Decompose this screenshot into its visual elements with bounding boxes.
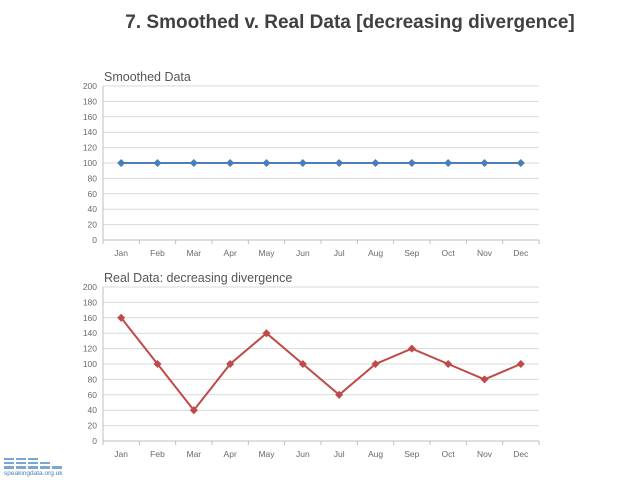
- data-point: [444, 359, 453, 369]
- x-tick-label: Dec: [513, 248, 529, 258]
- data-point: [117, 313, 126, 322]
- y-tick-label: 100: [83, 359, 97, 369]
- data-point: [189, 158, 198, 168]
- data-point: [117, 158, 126, 168]
- x-tick-label: Oct: [442, 449, 456, 459]
- y-tick-label: 200: [83, 282, 97, 292]
- x-tick-label: Jan: [114, 449, 128, 459]
- speakingdata-logo-icon: [4, 458, 62, 469]
- real-chart: Real Data: decreasing divergence 0 20 40 60…: [0, 271, 640, 471]
- data-point: [516, 158, 525, 168]
- x-tick-label: Dec: [513, 449, 529, 459]
- y-tick-label: 180: [83, 96, 97, 106]
- x-tick-label: Jul: [334, 248, 345, 258]
- x-tick-label: Aug: [368, 248, 383, 258]
- x-tick-label: Sep: [404, 248, 419, 258]
- data-point: [226, 359, 235, 369]
- y-tick-label: 20: [88, 421, 98, 431]
- data-point: [226, 158, 235, 168]
- smoothed-chart: Smoothed Data 0 20 40 60 80 100 120 140 160 180 20…: [0, 70, 640, 270]
- data-point: [298, 359, 307, 369]
- y-tick-label: 160: [83, 313, 97, 323]
- x-tick-label: Aug: [368, 449, 383, 459]
- data-point: [298, 158, 307, 168]
- data-point: [407, 158, 416, 168]
- x-tick-label: May: [258, 449, 275, 459]
- data-point: [335, 390, 344, 399]
- y-tick-label: 140: [83, 328, 97, 338]
- logo-text: speakingdata.org.uk: [4, 470, 63, 477]
- data-point: [407, 344, 416, 353]
- data-point: [516, 359, 525, 369]
- y-tick-label: 20: [88, 220, 98, 230]
- data-point: [480, 375, 489, 384]
- x-tick-label: Nov: [477, 449, 493, 459]
- smoothed-chart-svg: 0 20 40 60 80 100 120 140 160 180 200 Jan Feb Mar Apr M…: [83, 81, 540, 258]
- x-tick-label: Jun: [296, 449, 310, 459]
- y-tick-label: 180: [83, 297, 97, 307]
- y-tick-label: 100: [83, 158, 97, 168]
- data-point: [189, 406, 198, 415]
- data-point: [335, 158, 344, 168]
- data-point: [262, 158, 271, 168]
- data-point: [262, 329, 271, 338]
- x-tick-label: Apr: [224, 248, 237, 258]
- slide-title: 7. Smoothed v. Real Data [decreasing div…: [125, 12, 575, 33]
- x-tick-label: Nov: [477, 248, 493, 258]
- data-point: [444, 158, 453, 168]
- x-tick-label: Apr: [224, 449, 237, 459]
- data-point: [153, 158, 162, 168]
- y-tick-label: 40: [88, 204, 98, 214]
- data-point: [153, 359, 162, 369]
- x-tick-label: Jul: [334, 449, 345, 459]
- x-tick-label: Jan: [114, 248, 128, 258]
- chart-title: Smoothed Data: [104, 70, 191, 84]
- data-point: [371, 359, 380, 369]
- y-tick-label: 120: [83, 143, 97, 153]
- real-chart-svg: 0 20 40 60 80 100 120 140 160 180 200 Jan Feb Mar Apr M…: [83, 282, 540, 459]
- y-tick-label: 0: [92, 436, 97, 446]
- x-tick-label: Feb: [150, 449, 165, 459]
- data-point: [371, 158, 380, 168]
- x-tick-label: May: [258, 248, 275, 258]
- x-tick-label: Mar: [187, 248, 202, 258]
- x-tick-label: Mar: [187, 449, 202, 459]
- y-tick-label: 0: [92, 235, 97, 245]
- y-tick-label: 60: [88, 189, 98, 199]
- y-tick-label: 80: [88, 374, 98, 384]
- y-tick-label: 40: [88, 405, 98, 415]
- y-tick-label: 80: [88, 173, 98, 183]
- x-tick-label: Feb: [150, 248, 165, 258]
- y-tick-label: 140: [83, 127, 97, 137]
- x-tick-label: Oct: [442, 248, 456, 258]
- y-tick-label: 160: [83, 112, 97, 122]
- x-tick-label: Sep: [404, 449, 419, 459]
- x-tick-label: Jun: [296, 248, 310, 258]
- y-tick-label: 60: [88, 390, 98, 400]
- y-tick-label: 120: [83, 344, 97, 354]
- series-line: [120, 317, 522, 412]
- chart-title: Real Data: decreasing divergence: [104, 271, 293, 285]
- y-tick-label: 200: [83, 81, 97, 91]
- data-point: [480, 158, 489, 168]
